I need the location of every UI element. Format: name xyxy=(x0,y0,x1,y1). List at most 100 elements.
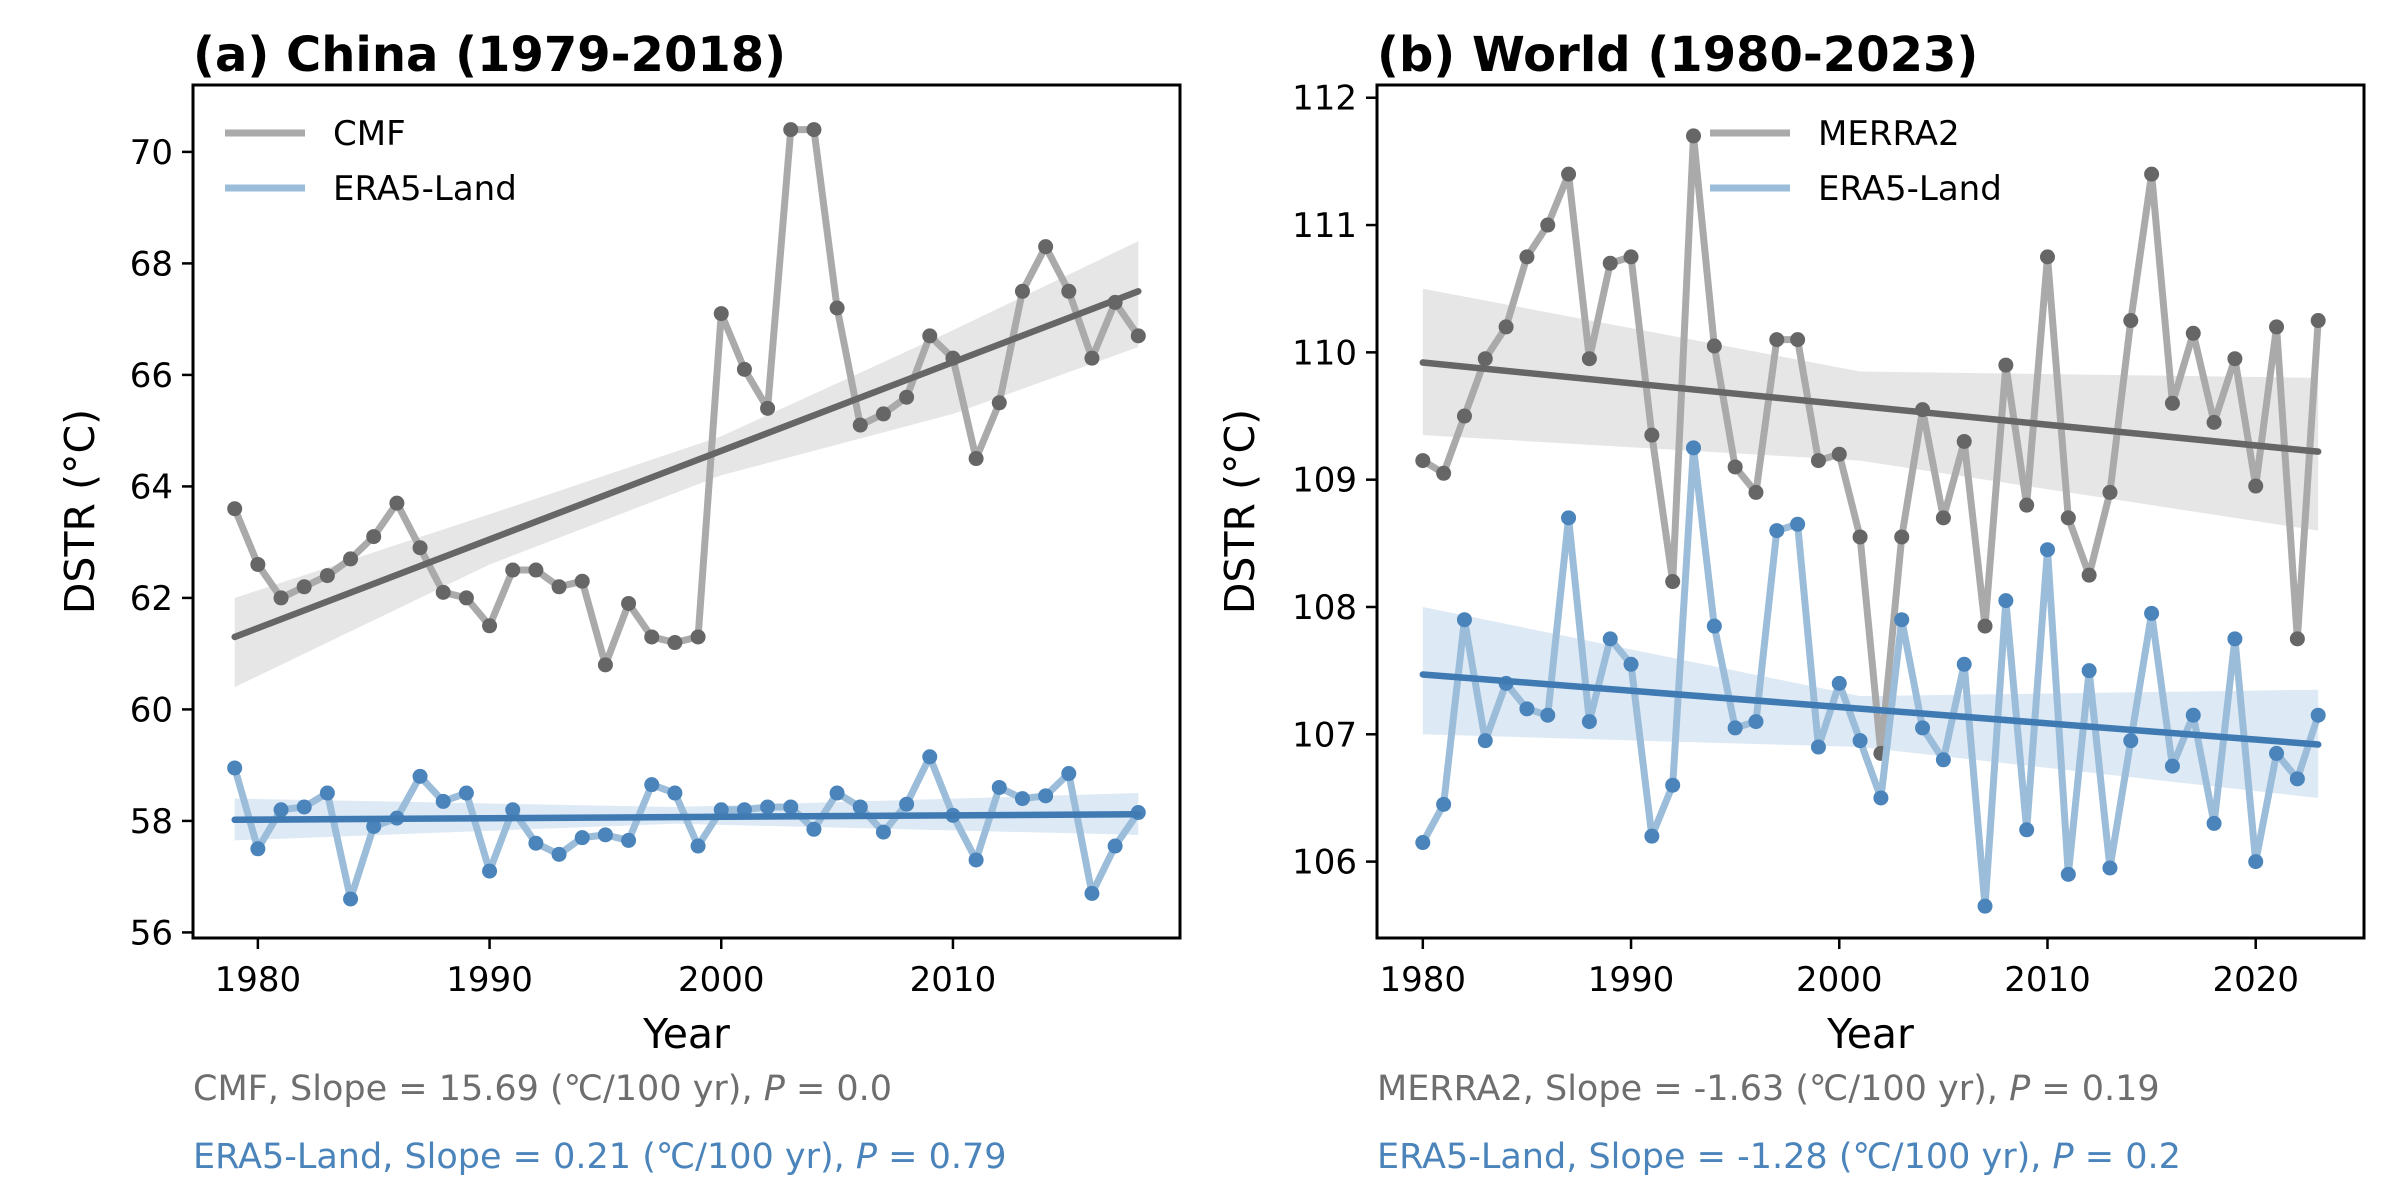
data-point xyxy=(713,802,729,818)
data-point xyxy=(343,891,359,907)
data-point xyxy=(1769,523,1785,539)
data-point xyxy=(875,406,891,422)
data-point xyxy=(435,584,451,600)
data-point xyxy=(1061,283,1077,299)
data-point xyxy=(760,400,776,416)
data-point xyxy=(2310,313,2326,329)
y-tick-label: 108 xyxy=(1292,588,1357,628)
legend-label-0: CMF xyxy=(333,114,406,154)
y-tick-label: 111 xyxy=(1292,206,1357,246)
data-point xyxy=(1790,332,1806,348)
data-point xyxy=(505,802,521,818)
data-point xyxy=(852,417,868,433)
data-point xyxy=(1831,446,1847,462)
data-point xyxy=(1456,408,1472,424)
data-point xyxy=(435,793,451,809)
stat-text: ERA5-Land, Slope = 0.21 (℃/100 yr), xyxy=(193,1137,856,1177)
y-tick-label: 66 xyxy=(130,356,173,396)
data-point xyxy=(482,863,498,879)
data-point xyxy=(1956,433,1972,449)
series-line-0 xyxy=(1419,132,2322,757)
data-point xyxy=(1581,714,1597,730)
data-point xyxy=(736,361,752,377)
data-point xyxy=(875,824,891,840)
data-point xyxy=(1998,593,2014,609)
stat-line-0: CMF, Slope = 15.69 (℃/100 yr), P = 0.0 xyxy=(193,1069,892,1109)
stat-p-label: P xyxy=(2009,1069,2031,1109)
data-point xyxy=(1956,656,1972,672)
y-tick-label: 56 xyxy=(130,913,173,953)
legend: MERRA2 ERA5-Land xyxy=(1710,114,2002,209)
data-point xyxy=(2206,414,2222,430)
data-point xyxy=(2060,866,2076,882)
plot-frame xyxy=(1375,83,2366,940)
data-point xyxy=(1436,796,1452,812)
x-tick-label: 2010 xyxy=(2004,960,2091,1000)
data-point xyxy=(1665,777,1681,793)
data-point xyxy=(852,799,868,815)
data-point xyxy=(922,749,938,765)
data-point xyxy=(273,802,289,818)
stat-p-label: P xyxy=(856,1137,878,1177)
data-point xyxy=(1477,733,1493,749)
data-point xyxy=(806,122,822,138)
data-point xyxy=(1602,631,1618,647)
stat-p-value: = 0.79 xyxy=(877,1137,1007,1177)
data-point xyxy=(1769,332,1785,348)
data-point xyxy=(1810,453,1826,469)
data-point xyxy=(597,827,613,843)
y-tick-label: 62 xyxy=(130,579,173,619)
data-point xyxy=(1706,618,1722,634)
plot-frame xyxy=(191,83,1182,940)
chart-panel-b: (b) World (1980-2023) 1980 1990 2000 2010 202… xyxy=(1216,27,2366,1177)
data-point xyxy=(1706,338,1722,354)
data-point xyxy=(899,796,915,812)
data-point xyxy=(1519,249,1535,265)
data-point xyxy=(250,556,266,572)
data-point xyxy=(1977,618,1993,634)
data-point xyxy=(2144,166,2160,182)
data-point xyxy=(366,529,382,545)
data-point xyxy=(621,832,637,848)
data-point xyxy=(1810,739,1826,755)
stat-text: ERA5-Land, Slope = -1.28 (℃/100 yr), xyxy=(1377,1137,2053,1177)
data-point xyxy=(2310,707,2326,723)
data-point xyxy=(1935,510,1951,526)
stat-p-label: P xyxy=(2053,1137,2075,1177)
data-point xyxy=(2289,771,2305,787)
data-point xyxy=(1831,675,1847,691)
data-point xyxy=(1014,791,1030,807)
data-point xyxy=(2102,860,2118,876)
x-axis-label: Year xyxy=(642,1010,730,1058)
data-point xyxy=(250,841,266,857)
data-point xyxy=(1644,828,1660,844)
y-axis-label: DSTR (°C) xyxy=(56,409,104,614)
data-point xyxy=(1748,484,1764,500)
data-point xyxy=(528,562,544,578)
data-point xyxy=(667,635,683,651)
data-point xyxy=(458,785,474,801)
data-point xyxy=(1665,574,1681,590)
data-point xyxy=(1915,720,1931,736)
legend-label-1: ERA5-Land xyxy=(1818,169,2002,209)
y-tick-label: 107 xyxy=(1292,715,1357,755)
x-tick-label: 2000 xyxy=(1796,960,1883,1000)
data-point xyxy=(1130,328,1146,344)
stat-text: MERRA2, Slope = -1.63 (℃/100 yr), xyxy=(1377,1069,2009,1109)
data-point xyxy=(1561,510,1577,526)
data-point xyxy=(1107,838,1123,854)
data-point xyxy=(760,799,776,815)
data-point xyxy=(2019,497,2035,513)
y-tick-label: 70 xyxy=(130,133,173,173)
data-point xyxy=(412,540,428,556)
data-point xyxy=(1061,766,1077,782)
data-point xyxy=(1581,351,1597,367)
data-point xyxy=(2185,707,2201,723)
data-point xyxy=(1084,885,1100,901)
data-point xyxy=(644,777,660,793)
series-line-0 xyxy=(231,126,1142,669)
data-point xyxy=(227,501,243,517)
y-tick-label: 112 xyxy=(1292,79,1357,119)
data-point xyxy=(2164,395,2180,411)
